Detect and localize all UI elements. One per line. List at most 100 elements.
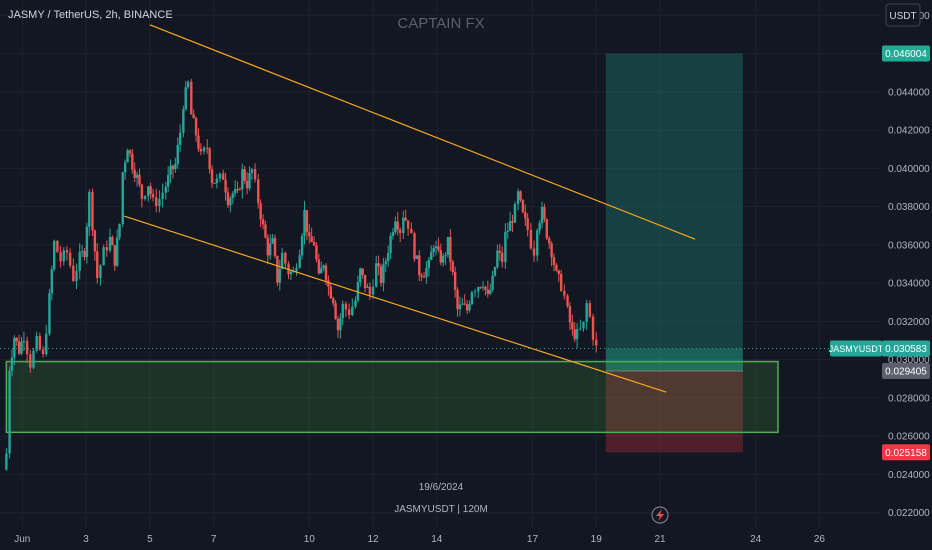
candle-body-46 — [133, 169, 136, 178]
candle-body-182 — [481, 286, 485, 288]
candle-body-213 — [559, 273, 563, 291]
candle-body-199 — [524, 212, 527, 219]
x-tick-label-0: Jun — [14, 534, 30, 545]
candle-body-207 — [545, 219, 549, 239]
price-tag-bg-target[interactable] — [882, 45, 930, 62]
candle-body-202 — [532, 248, 536, 256]
candle-body-66 — [186, 81, 190, 88]
drawing-zones[interactable] — [5, 53, 779, 453]
candle-body-95 — [261, 219, 265, 225]
candle-body-158 — [422, 276, 426, 278]
channel-lines[interactable] — [0, 24, 880, 393]
candle-body-99 — [271, 238, 274, 244]
candle-body-18 — [56, 240, 59, 253]
candle-body-71 — [199, 148, 203, 152]
candle-body-56 — [161, 192, 164, 199]
candle-body-86 — [238, 189, 242, 191]
candle-body-159 — [425, 267, 428, 278]
candle-body-197 — [519, 191, 522, 201]
candle-body-63 — [178, 132, 182, 145]
price-tag-bg-last[interactable] — [882, 340, 930, 357]
x-tick-label-6: 14 — [431, 534, 443, 545]
candle-body-186 — [491, 275, 494, 290]
candle-body-17 — [53, 240, 56, 270]
candle-body-80 — [224, 179, 227, 193]
candle-body-134 — [361, 268, 364, 275]
candle-body-222 — [585, 303, 588, 322]
candle-body-22 — [68, 252, 72, 266]
candle-body-123 — [331, 298, 335, 304]
candle-body-74 — [208, 148, 211, 170]
candle-body-94 — [259, 203, 262, 220]
candle-body-177 — [468, 304, 471, 311]
candle-body-26 — [80, 251, 84, 253]
candle-body-29 — [88, 191, 91, 227]
candle-body-165 — [439, 250, 442, 263]
candle-body-72 — [202, 147, 206, 152]
candle-body-181 — [479, 287, 482, 289]
candle-body-115 — [312, 242, 316, 246]
candle-body-176 — [465, 304, 469, 311]
candle-body-7 — [22, 340, 26, 342]
candle-body-9 — [29, 354, 32, 368]
candle-body-106 — [289, 271, 293, 275]
candle-body-180 — [477, 287, 480, 292]
candle-body-5 — [17, 341, 21, 354]
target-zone[interactable] — [605, 53, 743, 349]
candle-body-104 — [284, 252, 287, 264]
lightning-icon-bolt — [656, 509, 664, 521]
candle-body-167 — [444, 254, 447, 257]
candle-body-58 — [166, 175, 170, 187]
price-tag-stop: 0.025158 — [885, 448, 927, 459]
candle-body-140 — [377, 263, 380, 267]
candle-body-193 — [508, 221, 512, 231]
candle-body-189 — [498, 250, 501, 253]
channel-lower-line[interactable] — [124, 215, 667, 393]
candle-body-146 — [391, 232, 395, 237]
candle-body-34 — [102, 247, 105, 266]
candle-body-107 — [292, 271, 295, 273]
candle-body-42 — [123, 162, 127, 173]
candle-body-10 — [32, 350, 35, 368]
lightning-icon[interactable] — [651, 506, 669, 524]
date-label: 19/6/2024 — [419, 482, 464, 493]
candle-body-137 — [368, 286, 372, 295]
candle-body-153 — [410, 228, 413, 234]
candle-body-1 — [8, 370, 11, 454]
time-axis[interactable]: Jun 3 5 7 10 12 14 17 19 21 24 26 — [14, 534, 825, 545]
candle-body-145 — [389, 236, 392, 254]
candle-body-143 — [384, 261, 387, 265]
candle-body-54 — [155, 197, 158, 206]
candle-body-217 — [571, 322, 574, 330]
candle-body-76 — [213, 183, 216, 185]
candle-body-31 — [93, 230, 97, 252]
candle-body-90 — [248, 173, 251, 189]
candle-body-117 — [317, 259, 321, 274]
candle-body-210 — [552, 257, 556, 265]
candle-body-131 — [354, 300, 357, 307]
candle-body-45 — [131, 153, 134, 170]
candle-body-32 — [96, 251, 99, 278]
price-tag-bg-stop[interactable] — [882, 444, 930, 461]
candle-body-101 — [276, 255, 279, 283]
price-tag-bg-entry[interactable] — [882, 363, 930, 380]
candle-body-85 — [236, 188, 239, 190]
symbol-info: JASMY / TetherUS, 2h, BINANCE — [8, 9, 173, 21]
demand-zone[interactable] — [5, 360, 779, 434]
candle-body-218 — [573, 329, 576, 340]
price-tag-last: 0.030583 — [885, 344, 927, 355]
candle-body-174 — [461, 303, 464, 305]
candle-body-122 — [329, 286, 332, 299]
channel-upper-line[interactable] — [149, 24, 696, 240]
candle-body-124 — [334, 303, 337, 319]
candle-body-179 — [473, 291, 477, 293]
currency-button[interactable]: USDT — [885, 3, 921, 27]
x-tick-label-9: 21 — [654, 534, 666, 545]
price-tag-name-bg-last[interactable] — [830, 340, 882, 357]
candle-body-40 — [118, 223, 121, 238]
stop-zone[interactable] — [605, 371, 743, 453]
open-profit-zone[interactable] — [605, 348, 743, 372]
currency-button-frame[interactable] — [885, 3, 921, 27]
candle-body-52 — [149, 186, 152, 195]
